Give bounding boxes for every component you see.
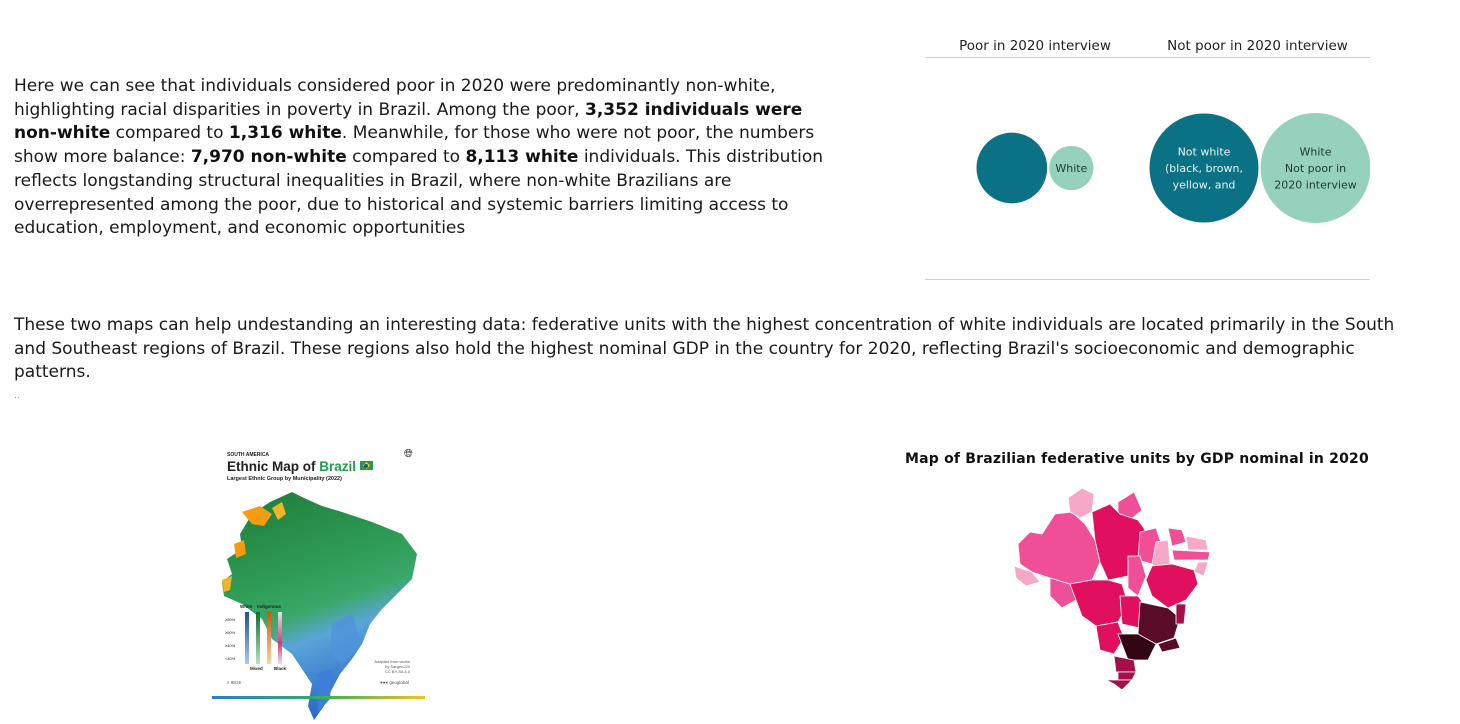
state-ce[interactable]	[1167, 527, 1187, 547]
ethnic-map-image: SOUTH AMERICA Ethnic Map of Brazil Large…	[212, 444, 425, 720]
bubble-label: White	[1300, 146, 1332, 159]
map1-bottom-bar	[212, 696, 425, 699]
map1-source: ⌕ IBGE	[227, 680, 242, 685]
legend-black-label: Black	[274, 666, 287, 671]
legend-level-below-40: <40%	[225, 656, 236, 661]
bubble-label: Not white	[1178, 146, 1231, 159]
legend-bar-mixed	[256, 612, 260, 664]
bubble-label: yellow, and	[1173, 179, 1236, 192]
map1-credit: Adapted from works by Sargen220 CC BY-SA 4…	[374, 659, 410, 674]
legend-level-40: ≥40%	[225, 643, 236, 648]
state-ms[interactable]	[1095, 621, 1125, 655]
legend-bar-black	[278, 612, 282, 664]
chart-bottom-rule	[925, 279, 1370, 280]
state-ro[interactable]	[1049, 577, 1077, 609]
legend-indigenous-label: Indigenous	[257, 604, 281, 609]
column-header-not-poor: Not poor in 2020 interview	[1167, 38, 1348, 54]
bubble-not-white-poor[interactable]	[976, 132, 1048, 204]
bubble-white-not-poor[interactable]	[1260, 113, 1370, 223]
gdp-map-title: Map of Brazilian federative units by GDP…	[905, 451, 1369, 467]
bubble-white-poor[interactable]	[1049, 145, 1094, 191]
map1-subtitle: Largest Ethnic Group by Municipality (20…	[227, 476, 342, 482]
state-rj[interactable]	[1157, 637, 1181, 653]
map1-title: Ethnic Map of Brazil	[227, 459, 373, 474]
state-ac[interactable]	[1013, 565, 1041, 587]
legend-bar-indigenous	[267, 612, 271, 664]
bubble-label: 2020 interview	[1274, 179, 1356, 192]
state-rr[interactable]	[1067, 487, 1095, 519]
bubble-not-white-not-poor[interactable]	[1149, 113, 1259, 223]
bubble-chart[interactable]: White Not white (black, brown, yellow, and W…	[925, 58, 1370, 278]
chart-top-rule	[925, 57, 1370, 58]
state-to[interactable]	[1127, 555, 1147, 597]
map1-kicker: SOUTH AMERICA	[227, 452, 270, 458]
state-rn-pb[interactable]	[1185, 535, 1209, 551]
column-header-poor: Poor in 2020 interview	[959, 38, 1111, 54]
poverty-description: Here we can see that individuals conside…	[14, 76, 824, 239]
state-es[interactable]	[1175, 603, 1187, 625]
state-al-se[interactable]	[1193, 561, 1209, 577]
legend-white-label: White	[240, 604, 253, 609]
maps-description: These two maps can help undestanding an …	[14, 315, 1395, 383]
state-rs[interactable]	[1105, 679, 1133, 689]
state-mt[interactable]	[1069, 579, 1129, 627]
bubble-label: White	[1055, 162, 1087, 175]
state-sp[interactable]	[1117, 633, 1157, 661]
bubble-label: (black, brown,	[1165, 162, 1243, 175]
legend-level-80: ≥80%	[225, 617, 236, 622]
globe-icon: 🌐︎	[404, 448, 413, 460]
legend-mixed-label: Mixed	[250, 666, 263, 671]
state-ba[interactable]	[1145, 563, 1199, 609]
separator-dots: ..	[14, 391, 20, 401]
bubble-label: Not poor in	[1285, 162, 1346, 175]
legend-level-60: ≥60%	[225, 630, 236, 635]
gdp-map[interactable]	[1010, 484, 1220, 689]
map1-brand: ●●● geoglobal	[380, 680, 409, 685]
state-pe[interactable]	[1171, 549, 1211, 561]
legend-bar-white	[245, 612, 249, 664]
ethnic-map-graphic	[222, 492, 417, 720]
